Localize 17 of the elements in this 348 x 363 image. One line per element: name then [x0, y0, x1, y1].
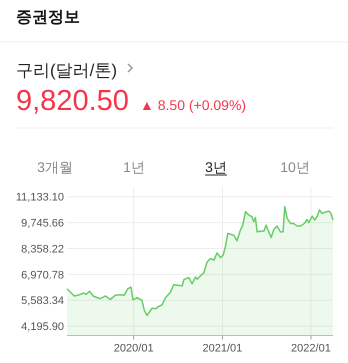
y-tick-label: 5,583.34 — [21, 295, 64, 308]
text: 10년 — [280, 159, 310, 175]
chart-subtitle: 구리(달러/톤) — [16, 61, 118, 80]
text: 9,820.50 — [16, 85, 129, 117]
text: 1년 — [123, 159, 145, 175]
y-tick-label: 11,133.10 — [16, 192, 64, 204]
text: 3년 — [205, 159, 227, 175]
x-tick-label: 2022/01 — [291, 342, 331, 354]
text: ▲ 8.50 (+0.09%) — [140, 97, 246, 113]
y-tick-label: 4,195.90 — [21, 321, 64, 334]
x-tick-label: 2021/01 — [202, 342, 242, 354]
y-tick-label: 9,745.66 — [21, 218, 64, 230]
chart-title: 증권정보 — [16, 9, 80, 26]
text: 3개월 — [37, 159, 73, 175]
y-tick-label: 6,970.78 — [21, 269, 64, 282]
y-tick-label: 8,358.22 — [21, 243, 64, 256]
x-tick-label: 2020/01 — [114, 342, 154, 354]
